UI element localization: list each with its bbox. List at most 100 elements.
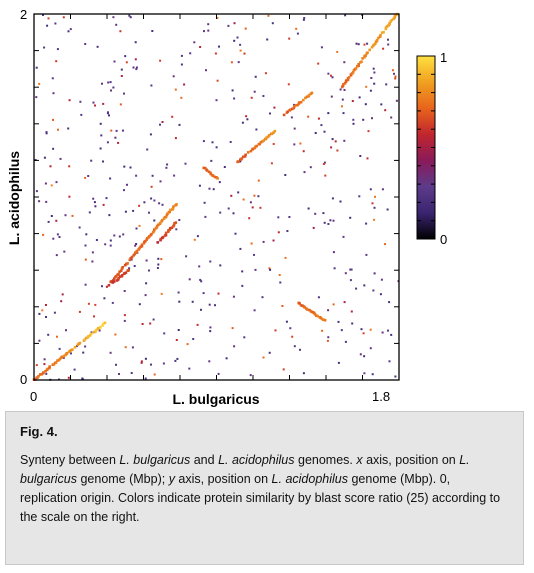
synteny-point [379,34,382,37]
scatter-point [102,160,104,163]
scatter-point [126,183,128,186]
scatter-point [342,235,345,238]
scatter-point [192,338,195,340]
scatter-point [93,315,95,318]
scatter-point [144,377,147,380]
scatter-point [119,103,122,106]
scatter-point [109,177,112,180]
scatter-point [45,316,47,318]
synteny-point [56,359,59,362]
scatter-point [196,235,199,238]
synteny-point [40,372,44,376]
scatter-point [118,235,121,238]
scatter-point [380,278,383,281]
scatter-point [336,50,339,53]
figure-caption: Synteny between L. bulgaricus and L. aci… [20,451,509,527]
scatter-point [144,357,147,360]
scatter-point [332,303,335,306]
scatter-point [47,220,50,223]
scatter-point [51,77,54,80]
scatter-point [135,68,138,71]
scatter-point [73,368,76,371]
scatter-point [146,148,149,151]
scatter-point [358,195,361,198]
scatter-point [365,85,368,88]
scatter-point [331,197,334,200]
scatter-point [99,122,102,125]
scatter-point [90,159,93,162]
scatter-point [327,112,330,115]
scatter-point [134,244,137,247]
scatter-point [84,258,87,261]
scatter-point [355,42,358,45]
synteny-point [294,104,298,107]
scatter-point [184,162,187,165]
scatter-point [101,285,103,288]
synteny-point [384,27,388,31]
scatter-point [291,335,294,338]
scatter-point [108,214,111,217]
synteny-point [266,135,270,139]
scatter-point [61,293,64,296]
scatter-point [108,114,110,117]
synteny-point [289,108,292,111]
synteny-point [140,244,144,248]
scatter-point [243,52,246,55]
scatter-point [245,115,248,118]
scatter-point [174,137,177,140]
scatter-point [100,134,103,137]
synteny-point [144,239,147,243]
scatter-point [355,287,358,290]
scatter-point [323,130,326,133]
scatter-point [215,146,218,149]
scatter-point [130,372,133,374]
synteny-point [293,105,296,108]
scatter-point [246,118,249,121]
scatter-point [174,88,177,91]
scatter-point [125,61,128,64]
scatter-point [227,207,230,210]
synteny-point [120,267,124,270]
synteny-point [313,313,317,316]
x-tick-label-min: 0 [30,389,37,404]
scatter-point [43,46,46,49]
scatter-point [177,291,180,294]
synteny-point [354,67,358,70]
scatter-point [56,233,59,236]
scatter-point [317,296,320,299]
scatter-point [390,333,393,336]
scatter-point [54,22,57,25]
scatter-point [43,156,46,159]
scatter-point [253,309,256,312]
scatter-point [225,357,228,360]
scatter-point [327,336,330,339]
scatter-point [109,239,112,242]
scatter-point [84,345,87,348]
scatter-point [385,83,388,86]
scatter-point [303,171,306,174]
synteny-point [357,64,360,68]
scatter-point [350,310,353,313]
scatter-point [94,205,97,208]
scatter-point [320,46,323,49]
scatter-point [362,332,365,335]
scatter-point [161,203,164,206]
caption-box: Fig. 4. Synteny between L. bulgaricus an… [5,411,524,565]
scatter-point [393,72,395,75]
scatter-point [374,195,376,198]
scatter-point [344,272,347,275]
colorbar-ticks [417,73,435,222]
scatter-point [215,99,218,102]
scatter-point [133,265,136,267]
scatter-point [326,339,329,342]
scatter-point [257,195,260,198]
synteny-point [73,346,77,349]
scatter-point [109,244,112,247]
scatter-point [216,16,219,19]
synteny-point [213,175,217,179]
synteny-point [107,284,111,287]
scatter-point [371,373,374,376]
scatter-point [56,48,59,51]
synteny-point [117,272,120,276]
scatter-point [140,361,143,364]
